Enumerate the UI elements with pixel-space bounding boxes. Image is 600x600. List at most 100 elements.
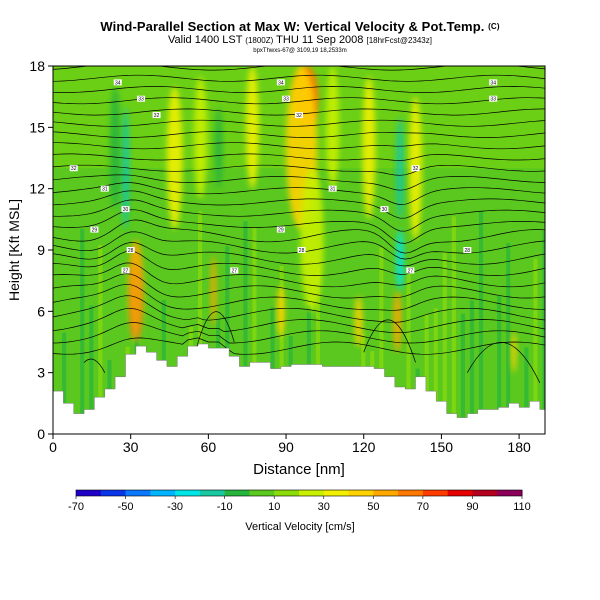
theta-label: 32 [71,166,77,172]
theta-label: 32 [154,113,160,119]
theta-contour [53,273,545,299]
theta-label-box [276,226,285,233]
theta-label: 28 [299,248,305,254]
theta-label-box [297,247,306,253]
axes: 0 30 60 90 120 150 180 0 3 6 9 12 15 18 [29,58,531,455]
x-tick-label: 120 [352,439,376,455]
theta-contour [467,342,541,384]
velocity-feature [511,331,517,373]
velocity-feature [396,229,404,291]
theta-contour [53,86,545,93]
y-tick-label: 15 [29,119,45,135]
velocity-column [80,228,85,434]
x-tick-label: 30 [123,439,139,455]
theta-contour [83,358,106,373]
terrain [53,343,545,434]
theta-contour [53,199,545,232]
velocity-feature [166,86,183,230]
theta-contours [53,66,545,384]
theta-label: 27 [123,268,129,274]
velocity-column [533,258,538,434]
theta-contour [53,337,545,355]
theta-label: 28 [465,248,471,254]
chart-title-text: Wind-Parallel Section at Max W: Vertical… [100,19,485,34]
colorbar-swatch [274,490,300,496]
theta-label: 34 [115,80,121,86]
x-tick-label: 150 [430,439,454,455]
colorbar-tick-label: -50 [118,501,134,513]
theta-label-box [230,267,239,274]
theta-label-box [411,165,420,172]
theta-label-box [282,95,291,102]
theta-label-box [137,95,146,102]
theta-label: 32 [413,166,419,172]
theta-label: 31 [102,187,108,193]
x-axis-label: Distance [nm] [253,461,345,478]
theta-contour [53,262,545,288]
velocity-feature [194,76,208,199]
velocity-column [152,214,157,434]
theta-label: 30 [123,207,129,213]
colorbar-swatch [422,490,449,496]
theta-contour [53,250,545,276]
velocity-feature [109,86,121,210]
velocity-column [433,308,438,434]
colorbar-tick-label: 90 [466,501,478,513]
theta-contour [53,283,545,311]
colorbar-tick-label: 110 [513,501,531,513]
theta-contour [53,182,545,205]
colorbar-swatch [323,490,350,496]
theta-contour [53,142,545,150]
colorbar-tick-label: 70 [417,501,429,513]
velocity-column [71,289,76,434]
velocity-column [478,210,484,434]
theta-label: 34 [278,80,284,86]
theta-label-box [380,206,389,213]
valid-time-date: THU 11 Sep 2008 [276,34,364,46]
valid-time: Valid 1400 LST (1800Z) THU 11 Sep 2008 [… [0,34,600,47]
theta-label: 28 [128,248,134,254]
velocity-column [497,295,502,434]
theta-label-box [463,247,472,253]
theta-contour [53,209,545,244]
velocity-feature [276,285,285,337]
theta-label: 34 [490,80,496,86]
colorbar-swatch [348,490,374,496]
velocity-column [451,216,456,434]
velocity-column [198,211,203,434]
velocity-column [406,267,411,434]
theta-label: 27 [408,268,414,274]
velocity-feature [214,106,223,189]
x-tick-label: 180 [507,439,531,455]
theta-label: 33 [138,97,144,103]
colorbar-frame [75,489,523,497]
velocity-column [506,242,511,434]
colorbar-tick-label: -70 [68,501,84,513]
colorbar-swatch [299,490,325,496]
velocity-feature [210,255,217,327]
theta-label: 30 [382,207,388,213]
theta-contour [53,97,545,105]
theta-label-box [328,185,337,192]
y-tick-label: 9 [37,242,45,258]
x-tick-label: 60 [201,439,217,455]
theta-label: 32 [296,113,302,119]
theta-label: 33 [490,97,496,103]
velocity-column [388,214,393,434]
x-tick-label: 90 [278,439,294,455]
colorbar-swatch [373,490,399,496]
theta-contour [53,242,545,267]
theta-label: 29 [278,228,284,234]
copyright-mark: (C) [488,22,500,31]
colorbar-swatch [249,490,275,496]
theta-contour [53,74,545,82]
chart-title: Wind-Parallel Section at Max W: Vertical… [0,20,600,34]
velocity-column [343,235,348,434]
theta-contour [53,219,545,254]
theta-contour [53,131,545,138]
velocity-column [515,329,520,434]
velocity-feature [396,117,404,220]
theta-contour [363,319,416,363]
velocity-column [469,300,475,434]
colorbar-swatch [224,490,250,496]
